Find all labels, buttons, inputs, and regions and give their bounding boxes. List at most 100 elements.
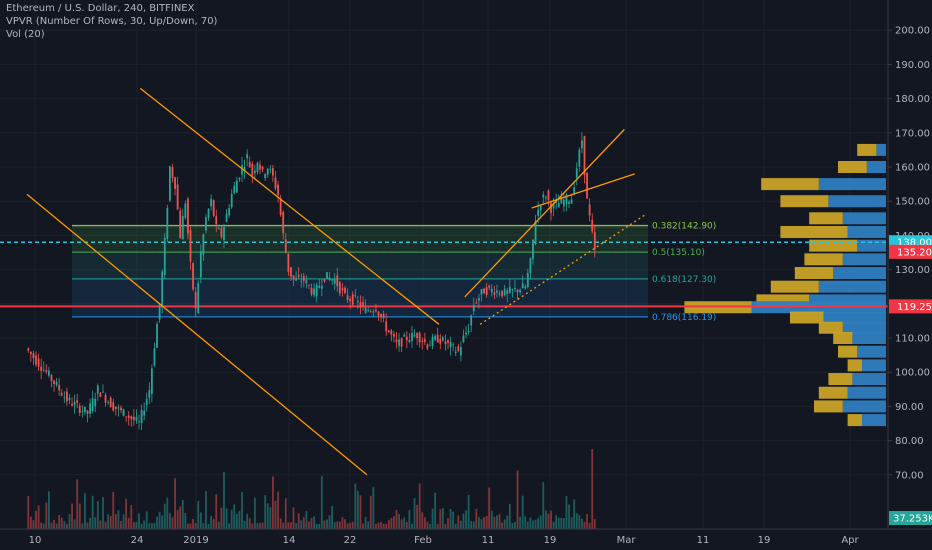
candle-body <box>393 334 395 337</box>
volume-bar <box>114 514 117 529</box>
volume-bar <box>516 470 519 529</box>
candle-body <box>45 370 48 372</box>
x-tick-label: Mar <box>617 535 637 546</box>
candle-body <box>81 410 84 412</box>
symbol-title: Ethereum / U.S. Dollar, 240, BITFINEX <box>6 3 195 14</box>
volume-bar <box>356 490 359 529</box>
candle-body <box>199 251 202 278</box>
candle-body <box>575 168 578 178</box>
candle-body <box>148 389 151 398</box>
candle-body <box>496 290 498 293</box>
candle-body <box>475 302 478 304</box>
vpvr-bar-up <box>847 225 886 238</box>
candle-body <box>349 298 352 302</box>
candle-body <box>431 336 434 346</box>
volume-bar <box>91 495 94 529</box>
volume-bar <box>290 522 292 529</box>
candle-body <box>467 330 470 333</box>
candle-body <box>323 279 326 282</box>
candle-body <box>483 288 485 294</box>
volume-bar <box>84 493 86 529</box>
volume-bar <box>297 513 300 529</box>
volume-bar <box>284 498 287 529</box>
volume-bar <box>308 521 310 529</box>
candle-body <box>444 341 447 345</box>
volume-bar <box>117 510 120 529</box>
volume-bar <box>429 523 431 529</box>
volume-bar <box>184 513 187 529</box>
candle-body <box>207 209 210 218</box>
volume-bar <box>503 519 506 529</box>
candle-body <box>416 333 419 339</box>
volume-bar <box>279 518 282 529</box>
x-tick-label: 10 <box>29 535 42 546</box>
volume-bar <box>109 515 112 529</box>
volume-indicator-label[interactable]: Vol (20) <box>6 29 45 40</box>
candle-body <box>454 351 457 354</box>
volume-bar <box>246 513 249 529</box>
candle-body <box>279 198 282 215</box>
volume-bar <box>349 522 352 529</box>
candle-body <box>150 368 153 394</box>
volume-bar <box>390 517 393 529</box>
volume-bar <box>264 495 267 529</box>
vpvr-indicator-label[interactable]: VPVR (Number Of Rows, 30, Up/Down, 70) <box>6 16 218 27</box>
vpvr-bar-down <box>780 225 848 238</box>
volume-bar <box>305 510 308 529</box>
volume-bar <box>398 513 400 529</box>
candle-body <box>470 315 473 326</box>
volume-bar <box>181 499 184 529</box>
candle-body <box>102 391 104 393</box>
candle-body <box>390 330 393 335</box>
candle-body <box>256 162 259 172</box>
volume-bar <box>578 514 581 529</box>
volume-bar <box>593 518 596 529</box>
volume-bar <box>266 503 269 529</box>
candle-body <box>40 366 43 371</box>
y-tick-label: 110.00 <box>895 334 930 345</box>
volume-bar <box>341 517 344 529</box>
volume-bar <box>259 522 261 529</box>
volume-bar <box>207 523 210 529</box>
volume-bar <box>364 516 367 529</box>
candle-body <box>377 311 380 316</box>
candles <box>27 132 596 431</box>
volume-bar <box>50 522 53 529</box>
volume-bar <box>132 522 135 529</box>
volume-bar <box>194 522 197 529</box>
volume-bar <box>161 515 164 529</box>
volume-bar <box>508 503 511 529</box>
candle-body <box>400 338 403 347</box>
candle-body <box>96 385 99 394</box>
candle-body <box>143 410 146 416</box>
volume-bar <box>261 522 264 529</box>
candle-body <box>163 238 166 276</box>
volume-bar <box>107 514 110 529</box>
volume-bar <box>532 520 534 529</box>
volume-bar <box>552 521 555 529</box>
candle-body <box>403 334 406 337</box>
volume-bar <box>393 516 395 529</box>
volume-bar <box>544 510 547 529</box>
candle-body <box>542 194 545 198</box>
candle-body <box>117 407 120 409</box>
candle-body <box>290 267 292 277</box>
candle-body <box>573 187 576 194</box>
candle-body <box>544 197 547 199</box>
volume-bar <box>511 522 514 529</box>
y-tick-label: 90.00 <box>895 402 924 413</box>
candle-body <box>310 287 313 295</box>
volume-bar <box>212 519 215 529</box>
candle-body <box>418 332 421 343</box>
vpvr-bar-down <box>790 311 824 324</box>
volume-label-box <box>889 511 932 525</box>
vpvr-bar-up <box>842 212 886 225</box>
volume-bar <box>40 522 43 529</box>
candle-body <box>169 166 171 201</box>
candle-body <box>395 339 398 343</box>
vpvr-bar-up <box>876 143 886 156</box>
candle-body <box>272 168 274 176</box>
candle-body <box>490 288 493 293</box>
candle-body <box>89 403 91 414</box>
